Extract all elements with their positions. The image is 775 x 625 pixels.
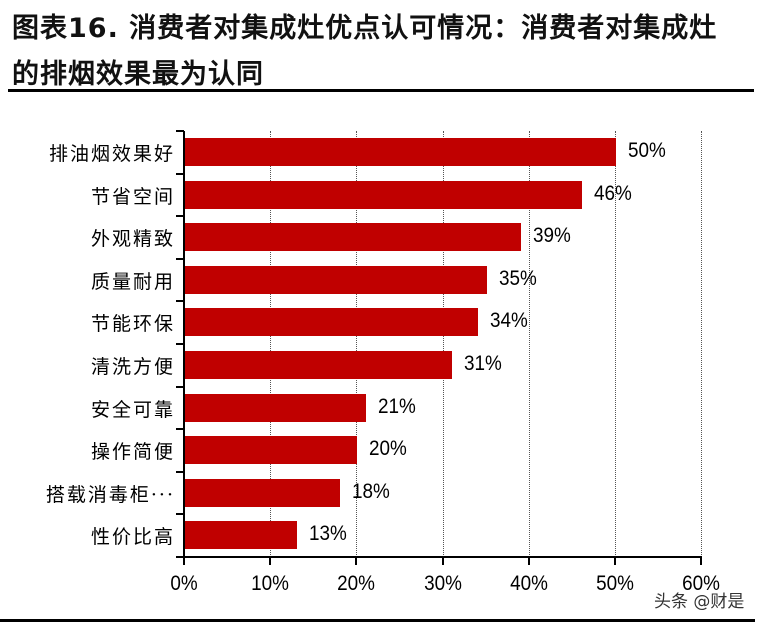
title-divider: [8, 89, 754, 92]
bar: [185, 436, 358, 465]
gridline: [701, 131, 703, 557]
bar: [185, 393, 367, 422]
category-label: 质量耐用: [90, 270, 175, 293]
bar: [185, 308, 479, 337]
value-label: 31%: [464, 352, 503, 375]
bar: [185, 478, 341, 507]
category-label: 排油烟效果好: [48, 143, 175, 165]
category-label: 操作简便: [90, 441, 175, 464]
x-axis-tick: [527, 556, 530, 565]
x-axis-tick: [700, 556, 703, 565]
y-axis: [183, 131, 185, 558]
y-axis-tick: [176, 343, 184, 345]
chart-title-line2: 的排烟效果最为认同: [12, 59, 264, 90]
value-label: 20%: [369, 437, 408, 461]
y-axis-tick: [176, 257, 184, 260]
chart-title-line1: 图表16. 消费者对集成灶优点认可情况：消费者对集成灶: [12, 13, 718, 44]
category-label: 节省空间: [90, 185, 175, 208]
y-axis-tick: [176, 172, 184, 175]
gridline: [528, 131, 530, 557]
gridline: [615, 131, 616, 557]
y-axis-tick: [176, 513, 184, 516]
x-tick-label: 20%: [337, 572, 376, 595]
value-label: 35%: [498, 266, 537, 290]
value-label: 39%: [533, 224, 571, 248]
y-axis-tick: [176, 300, 184, 303]
y-axis-tick: [176, 556, 184, 558]
value-label: 46%: [593, 181, 632, 205]
x-tick-label: 30%: [423, 572, 462, 595]
category-label: 节能环保: [90, 313, 175, 336]
category-label: 搭载消毒柜···: [45, 483, 175, 506]
x-tick-label: 0%: [170, 572, 198, 595]
bar: [185, 138, 616, 166]
bottom-divider: [0, 619, 755, 622]
x-tick-label: 10%: [251, 572, 290, 595]
y-axis-tick: [176, 215, 184, 218]
x-axis-tick: [614, 556, 616, 565]
bar: [185, 180, 582, 209]
value-label: 18%: [352, 479, 390, 503]
chart-title: 图表16. 消费者对集成灶优点认可情况：消费者对集成灶 的排烟效果最为认同: [12, 6, 772, 98]
bar: [185, 351, 453, 379]
x-tick-label: 40%: [509, 572, 548, 595]
category-label: 外观精致: [90, 228, 175, 251]
category-label: 性价比高: [90, 526, 175, 549]
x-axis-tick: [269, 556, 272, 565]
x-axis-tick: [441, 556, 444, 565]
bar: [185, 223, 522, 252]
gridline: [442, 131, 444, 557]
x-axis-tick: [183, 556, 185, 565]
value-label: 34%: [490, 309, 528, 333]
category-label: 清洗方便: [90, 356, 175, 378]
y-axis-tick: [176, 385, 184, 388]
x-tick-label: 60%: [682, 572, 721, 595]
y-axis-tick: [176, 428, 184, 431]
y-axis-tick: [176, 470, 184, 473]
value-label: 21%: [378, 394, 416, 418]
x-axis-tick: [355, 556, 358, 565]
gridline: [270, 131, 272, 557]
x-tick-label: 50%: [596, 572, 634, 595]
category-label: 安全可靠: [90, 398, 175, 421]
value-label: 50%: [628, 139, 666, 162]
gridline: [356, 131, 358, 557]
y-axis-tick: [176, 130, 184, 132]
bar: [185, 521, 298, 550]
watermark: 头条 @财是: [654, 592, 745, 612]
value-label: 13%: [309, 522, 347, 546]
bar: [185, 265, 487, 294]
